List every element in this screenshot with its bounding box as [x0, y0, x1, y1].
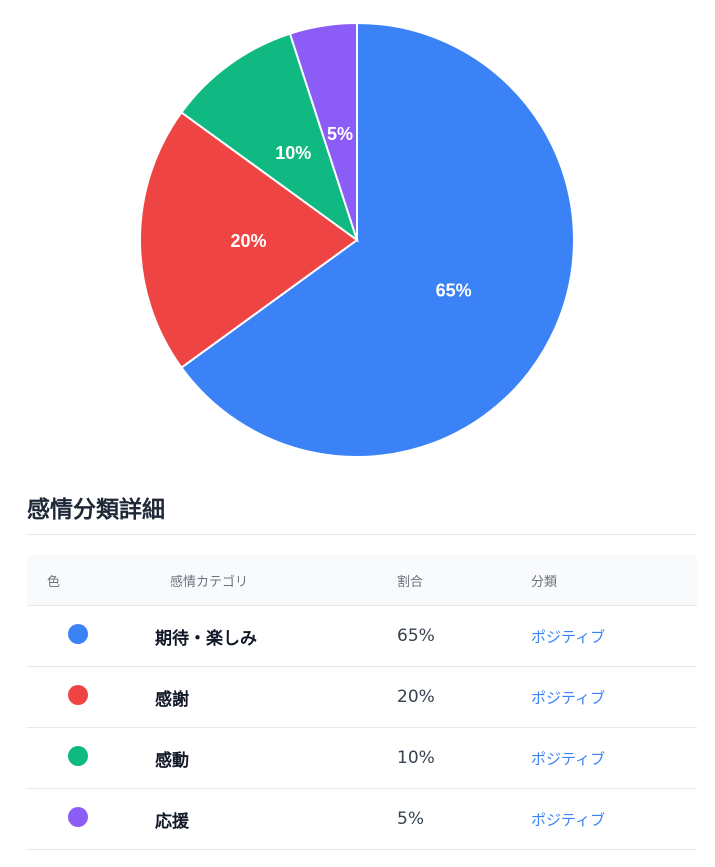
pie-label-1: 20% — [230, 231, 266, 251]
table-header: 色 感情カテゴリ 割合 分類 — [27, 555, 697, 606]
ratio-cell: 5% — [397, 788, 531, 850]
category-cell: 期待・楽しみ — [155, 605, 385, 667]
color-dot — [68, 806, 88, 827]
color-dot — [68, 623, 88, 644]
ratio-cell: 65% — [397, 605, 531, 667]
table-row: 感謝 20% ポジティブ — [27, 666, 697, 728]
pie-slice-1 — [139, 111, 359, 369]
table-row: 期待・楽しみ 65% ポジティブ — [27, 605, 697, 667]
pie-slice-0 — [180, 21, 575, 458]
pie-label-2: 10% — [275, 143, 311, 163]
header-category: 感情カテゴリ — [167, 555, 397, 606]
category-cell: 感動 — [155, 727, 385, 789]
pie-label-0: 65% — [436, 280, 472, 300]
pie-slice-3 — [288, 21, 358, 241]
pie-slice-2 — [180, 32, 359, 243]
table-row: 感動 10% ポジティブ — [27, 727, 697, 789]
pie-chart: 65% 20% 10% 5% — [139, 21, 575, 458]
color-dot — [68, 745, 88, 766]
class-cell: ポジティブ — [531, 727, 697, 789]
category-cell: 応援 — [155, 788, 385, 850]
class-cell: ポジティブ — [531, 605, 697, 667]
section-title: 感情分類詳細 — [27, 497, 165, 523]
ratio-cell: 10% — [397, 727, 531, 789]
emotion-table: 色 感情カテゴリ 割合 分類 期待・楽しみ 65% ポジティブ 感謝 20% ポ… — [27, 555, 697, 850]
pie-label-3: 5% — [327, 124, 353, 144]
class-cell: ポジティブ — [531, 788, 697, 850]
header-class: 分類 — [531, 555, 697, 606]
table-row: 応援 5% ポジティブ — [27, 788, 697, 850]
header-color: 色 — [27, 555, 167, 606]
class-cell: ポジティブ — [531, 666, 697, 728]
divider — [27, 534, 697, 535]
ratio-cell: 20% — [397, 666, 531, 728]
category-cell: 感謝 — [155, 666, 385, 728]
color-dot — [68, 684, 88, 705]
header-ratio: 割合 — [397, 555, 531, 606]
